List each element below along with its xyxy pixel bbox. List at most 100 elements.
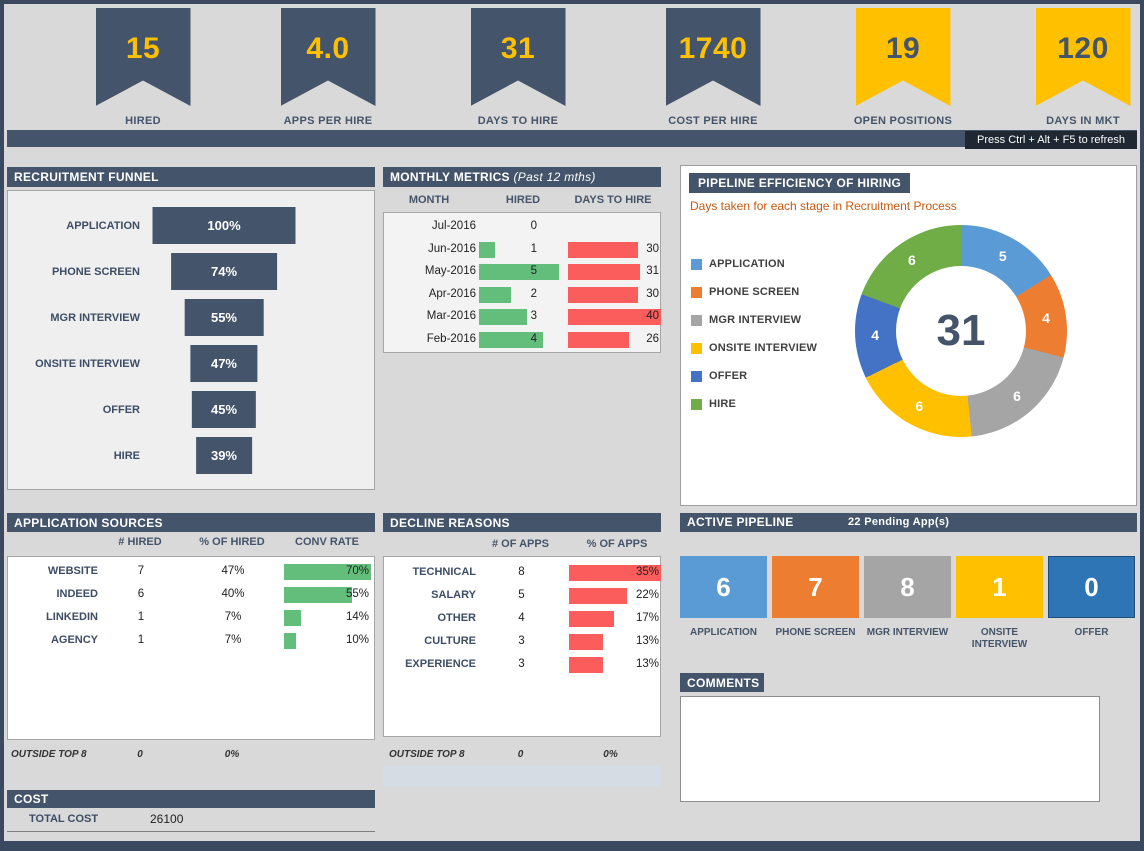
decline-bar	[569, 565, 662, 581]
source-hired: 1	[137, 634, 145, 646]
pipeline-donut-chart: 31 5 4 6 6 4 6	[855, 225, 1067, 437]
column-header-month: MONTH	[408, 194, 450, 206]
days-bar	[568, 264, 641, 280]
refresh-hint: Press Ctrl + Alt + F5 to refresh	[965, 131, 1137, 149]
legend-swatch-mgr-interview	[691, 314, 702, 326]
conv-rate-cell: 10%	[284, 630, 371, 653]
decline-footer: OUTSIDE TOP 8 0 0%	[383, 749, 661, 763]
donut-segment-value: 5	[998, 247, 1007, 264]
column-header-apps: # OF APPS	[491, 538, 550, 550]
funnel-stage: PHONE SCREEN 74%	[8, 249, 374, 295]
hired-bar	[479, 264, 559, 280]
funnel-stage-label: ONSITE INTERVIEW	[35, 358, 140, 370]
source-hired: 1	[137, 611, 145, 623]
decline-pct: 22%	[635, 589, 659, 601]
decline-count: 4	[518, 612, 525, 624]
funnel-stage-label: MGR INTERVIEW	[50, 312, 140, 324]
funnel-bar: 39%	[196, 437, 252, 474]
source-row: INDEED 6 40% 55%	[8, 584, 374, 607]
monthly-metrics-row: May-2016 5 31	[384, 261, 660, 284]
decline-reasons-chart: TECHNICAL 8 35% SALARY 5 22% OTHER 4 17%…	[383, 556, 662, 737]
days-bar	[568, 241, 638, 258]
kpi-cost-per-hire: 1740 COST PER HIRE	[633, 8, 793, 127]
monthly-metrics-subtitle: (Past 12 mths)	[513, 170, 596, 184]
funnel-stage-label: APPLICATION	[66, 220, 140, 232]
source-row: LINKEDIN 1 7% 14%	[8, 607, 374, 630]
stage-count: 7	[808, 571, 823, 602]
funnel-stage-label: OFFER	[102, 404, 140, 416]
stage-label: PHONE SCREEN	[775, 627, 856, 638]
legend-label: PHONE SCREEN	[709, 286, 800, 298]
donut-segment-value: 4	[871, 327, 880, 344]
cost-header: COST	[7, 790, 375, 808]
source-row: WEBSITE 7 47% 70%	[8, 561, 374, 584]
donut-segment-value: 6	[915, 398, 924, 415]
days-value: 31	[646, 265, 659, 277]
pipeline-efficiency-title: PIPELINE EFFICIENCY OF HIRING	[689, 173, 911, 193]
kpi-ribbon: 15	[95, 8, 191, 106]
legend-item: HIRE	[691, 390, 817, 418]
kpi-apps-per-hire: 4.0 APPS PER HIRE	[248, 8, 408, 127]
kpi-value: 1740	[678, 32, 748, 65]
decline-label: EXPERIENCE	[405, 658, 476, 670]
funnel-pct: 100%	[207, 218, 241, 233]
footer-label: OUTSIDE TOP 8	[389, 749, 465, 760]
kpi-value: 4.0	[306, 32, 350, 65]
decline-bar	[569, 611, 614, 627]
kpi-value: 15	[125, 32, 161, 65]
funnel-stage-label: PHONE SCREEN	[51, 266, 140, 278]
stage-count: 0	[1084, 571, 1099, 602]
funnel-bar: 47%	[190, 345, 258, 382]
source-label: AGENCY	[50, 634, 98, 646]
divider-bar: Press Ctrl + Alt + F5 to refresh	[7, 130, 1137, 149]
source-pct: 7%	[224, 611, 242, 623]
source-pct: 40%	[221, 588, 245, 600]
stage-count: 6	[716, 571, 731, 602]
comments-box[interactable]	[680, 696, 1100, 802]
legend-item: OFFER	[691, 362, 817, 390]
stage-count: 1	[992, 571, 1007, 602]
month-label: Jun-2016	[428, 242, 476, 255]
empty-strip	[383, 765, 661, 787]
monthly-metrics-header: MONTHLY METRICS (Past 12 mths)	[383, 167, 661, 187]
source-pct: 47%	[221, 565, 245, 577]
comments-header: COMMENTS	[680, 673, 764, 692]
month-label: Feb-2016	[426, 332, 476, 345]
stage-label: APPLICATION	[689, 627, 758, 638]
donut-segment-value: 6	[907, 252, 916, 269]
legend-label: APPLICATION	[709, 258, 785, 270]
decline-bar	[569, 588, 628, 604]
stage-count-box: 8	[864, 556, 951, 618]
donut-segment-value: 6	[1013, 388, 1021, 405]
legend-label: MGR INTERVIEW	[709, 314, 802, 326]
column-header-hired: HIRED	[505, 194, 541, 206]
conv-rate-value: 70%	[345, 565, 369, 577]
pipeline-efficiency-subtitle: Days taken for each stage in Recruitment…	[690, 199, 957, 213]
conv-rate-value: 55%	[345, 588, 369, 600]
kpi-ribbon: 120	[1035, 8, 1131, 106]
kpi-label: COST PER HIRE	[668, 115, 758, 127]
funnel-bar: 74%	[171, 253, 277, 290]
donut-center: 31	[896, 266, 1026, 396]
source-label: WEBSITE	[47, 565, 98, 577]
pipeline-stage-application: 6 APPLICATION	[680, 556, 767, 639]
decline-count: 3	[518, 658, 525, 670]
column-header-days: DAYS TO HIRE	[574, 194, 652, 206]
funnel-stage: APPLICATION 100%	[8, 203, 374, 249]
source-label: INDEED	[56, 588, 98, 600]
kpi-ribbon: 19	[855, 8, 951, 106]
pipeline-efficiency-panel: PIPELINE EFFICIENCY OF HIRING Days taken…	[680, 165, 1137, 506]
legend-swatch-offer	[691, 370, 702, 382]
decline-reasons-header: DECLINE REASONS	[383, 513, 661, 532]
application-sources-table: WEBSITE 7 47% 70% INDEED 6 40% 55% LINKE…	[7, 556, 375, 740]
recruitment-funnel-header: RECRUITMENT FUNNEL	[7, 167, 375, 187]
stage-count-box: 7	[772, 556, 859, 618]
days-bar	[568, 309, 662, 325]
days-value: 40	[646, 310, 659, 322]
decline-pct: 13%	[635, 658, 659, 670]
source-pct: 7%	[224, 634, 242, 646]
kpi-ribbon: 1740	[665, 8, 761, 106]
funnel-stage: ONSITE INTERVIEW 47%	[8, 341, 374, 387]
funnel-stage: OFFER 45%	[8, 387, 374, 433]
